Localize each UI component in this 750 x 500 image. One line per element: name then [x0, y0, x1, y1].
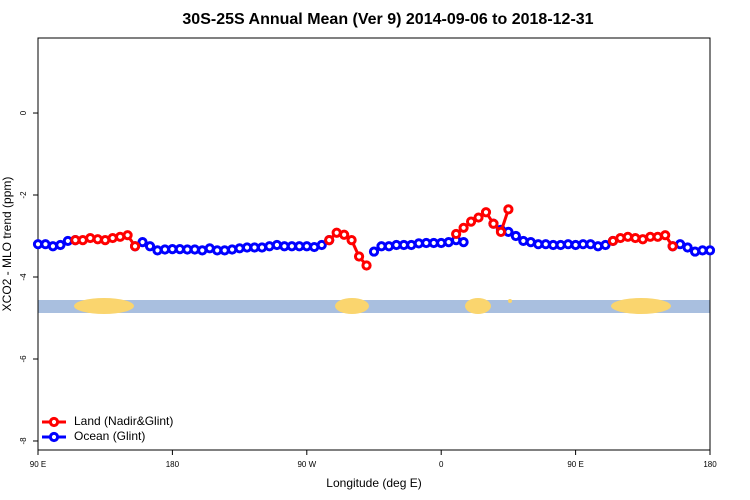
data-point [488, 218, 499, 229]
data-point [503, 204, 514, 215]
data-point [122, 230, 133, 241]
legend-label: Land (Nadir&Glint) [74, 414, 173, 428]
data-point [473, 212, 484, 223]
data-point [458, 237, 469, 248]
data-point [667, 241, 678, 252]
data-point [510, 230, 521, 242]
y-tick-label: 0 [19, 110, 28, 115]
data-point [495, 226, 507, 238]
land-patch [74, 298, 134, 314]
data-point [144, 241, 156, 252]
series-line [75, 208, 674, 267]
legend-marker [48, 431, 60, 443]
land-patch [611, 298, 671, 314]
chart-title: 30S-25S Annual Mean (Ver 9) 2014-09-06 t… [182, 11, 593, 28]
data-point [339, 229, 350, 240]
x-tick-label: 180 [703, 460, 717, 469]
data-point [361, 260, 372, 271]
land-mask [38, 298, 710, 314]
data-point [660, 230, 671, 241]
data-point [346, 235, 357, 246]
data-point [600, 239, 611, 251]
data-point [55, 239, 66, 251]
legend-marker [48, 416, 60, 428]
x-tick-label: 90 E [567, 460, 583, 469]
data-point [458, 222, 469, 233]
y-tick-label: -2 [19, 191, 28, 199]
x-axis-label: Longitude (deg E) [326, 476, 421, 490]
mask-band [38, 300, 710, 313]
y-tick-label: -8 [19, 437, 28, 445]
y-tick-label: -4 [19, 273, 28, 281]
y-axis-label: XCO2 - MLO trend (ppm) [0, 177, 14, 312]
land-patch [335, 298, 369, 314]
data-point [324, 235, 335, 246]
x-tick-label: 0 [439, 460, 444, 469]
data-point [480, 207, 492, 218]
y-tick-label: -6 [19, 355, 28, 363]
data-point [465, 216, 477, 227]
x-tick-label: 90 E [30, 460, 46, 469]
legend-label: Ocean (Glint) [74, 429, 145, 443]
data-point [137, 237, 148, 248]
x-tick-label: 90 W [297, 460, 316, 469]
data-point [316, 239, 327, 251]
land-patch [508, 299, 512, 303]
data-point [353, 251, 365, 262]
data-point [368, 246, 380, 257]
land-patch [465, 298, 491, 314]
data-point [129, 241, 141, 252]
data-point [451, 228, 462, 240]
data-point [704, 245, 716, 256]
x-tick-label: 180 [166, 460, 180, 469]
data-point [682, 242, 693, 253]
